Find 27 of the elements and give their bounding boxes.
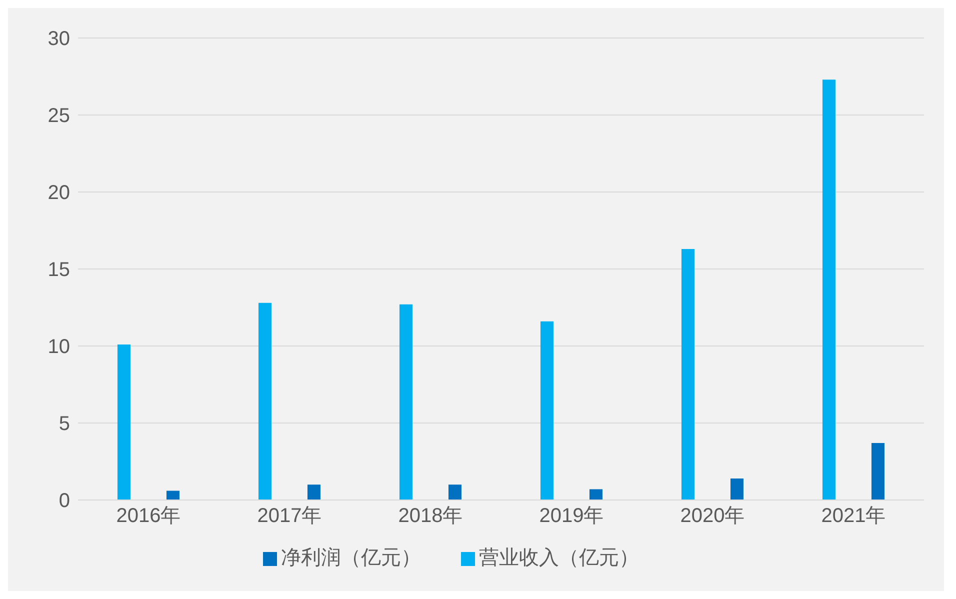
y-tick-label: 30 xyxy=(48,28,70,50)
x-tick-label: 2016年 xyxy=(116,505,181,528)
y-tick-label: 0 xyxy=(58,490,70,512)
bar xyxy=(589,489,602,500)
y-tick-label: 10 xyxy=(48,336,70,358)
bar xyxy=(871,443,884,500)
bar xyxy=(540,321,554,500)
bar xyxy=(822,80,836,500)
legend-label: 营业收入（亿元） xyxy=(479,547,639,569)
x-tick-label: 2017年 xyxy=(257,505,322,528)
bar xyxy=(258,302,272,500)
y-tick-label: 25 xyxy=(48,105,70,128)
y-tick-label: 5 xyxy=(58,413,70,436)
legend-label: 净利润（亿元） xyxy=(281,547,421,569)
x-tick-label: 2018年 xyxy=(398,505,463,528)
bar xyxy=(730,478,744,500)
y-tick-label: 15 xyxy=(48,259,70,282)
x-tick-label: 2021年 xyxy=(821,505,886,528)
bar xyxy=(307,484,320,500)
bar xyxy=(166,490,180,500)
bar xyxy=(681,248,694,500)
bar xyxy=(117,344,130,500)
bar xyxy=(448,484,462,500)
bar xyxy=(399,304,412,500)
x-tick-label: 2019年 xyxy=(539,505,604,528)
y-tick-label: 20 xyxy=(48,182,70,204)
x-tick-label: 2020年 xyxy=(680,505,745,528)
